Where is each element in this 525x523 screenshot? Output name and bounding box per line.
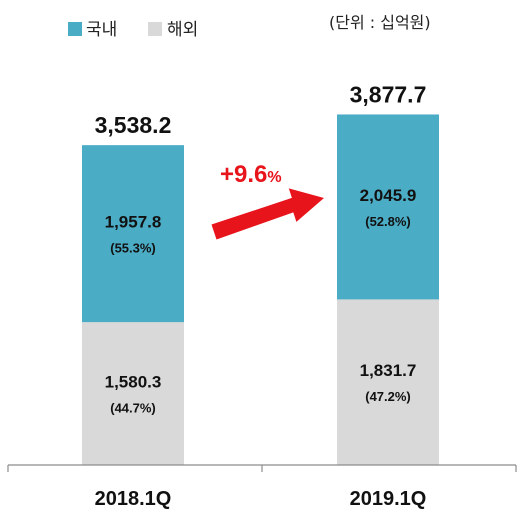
growth-label: +9.6% (220, 161, 282, 188)
growth-arrow (211, 188, 324, 240)
bar-value-label-domestic-1: 2,045.9 (360, 186, 417, 205)
labels-group: 1,580.3 (44.7%) 1,957.8 (55.3%) 3,538.2 2018.… (95, 81, 427, 510)
bar-pct-label-overseas-1: (47.2%) (365, 389, 411, 404)
bar-overseas-0 (82, 322, 184, 465)
bars-group (82, 114, 439, 465)
bar-overseas-1 (337, 299, 439, 465)
bar-domestic-1 (337, 114, 439, 300)
bar-pct-label-overseas-0: (44.7%) (110, 401, 156, 416)
bar-value-label-domestic-0: 1,957.8 (105, 213, 162, 232)
legend-swatch-domestic (68, 22, 82, 36)
bar-value-label-overseas-0: 1,580.3 (105, 373, 162, 392)
legend: 국내 해외 (68, 20, 198, 40)
x-tick-label-0: 2018.1Q (95, 488, 172, 510)
x-tick-label-1: 2019.1Q (350, 488, 427, 510)
bar-total-label-0: 3,538.2 (95, 112, 172, 138)
legend-label-domestic: 국내 (86, 20, 117, 40)
growth-value: +9.6 (220, 161, 267, 188)
bar-domestic-0 (82, 145, 184, 323)
bar-pct-label-domestic-1: (52.8%) (365, 214, 411, 229)
unit-label: (단위 : 십억원) (329, 13, 431, 32)
growth-unit: % (267, 169, 281, 186)
bar-pct-label-domestic-0: (55.3%) (110, 241, 156, 256)
bar-total-label-1: 3,877.7 (350, 81, 427, 107)
growth-annotation: +9.6% (211, 161, 324, 240)
bar-value-label-overseas-1: 1,831.7 (360, 361, 417, 380)
legend-label-overseas: 해외 (167, 20, 198, 40)
legend-swatch-overseas (148, 22, 162, 36)
